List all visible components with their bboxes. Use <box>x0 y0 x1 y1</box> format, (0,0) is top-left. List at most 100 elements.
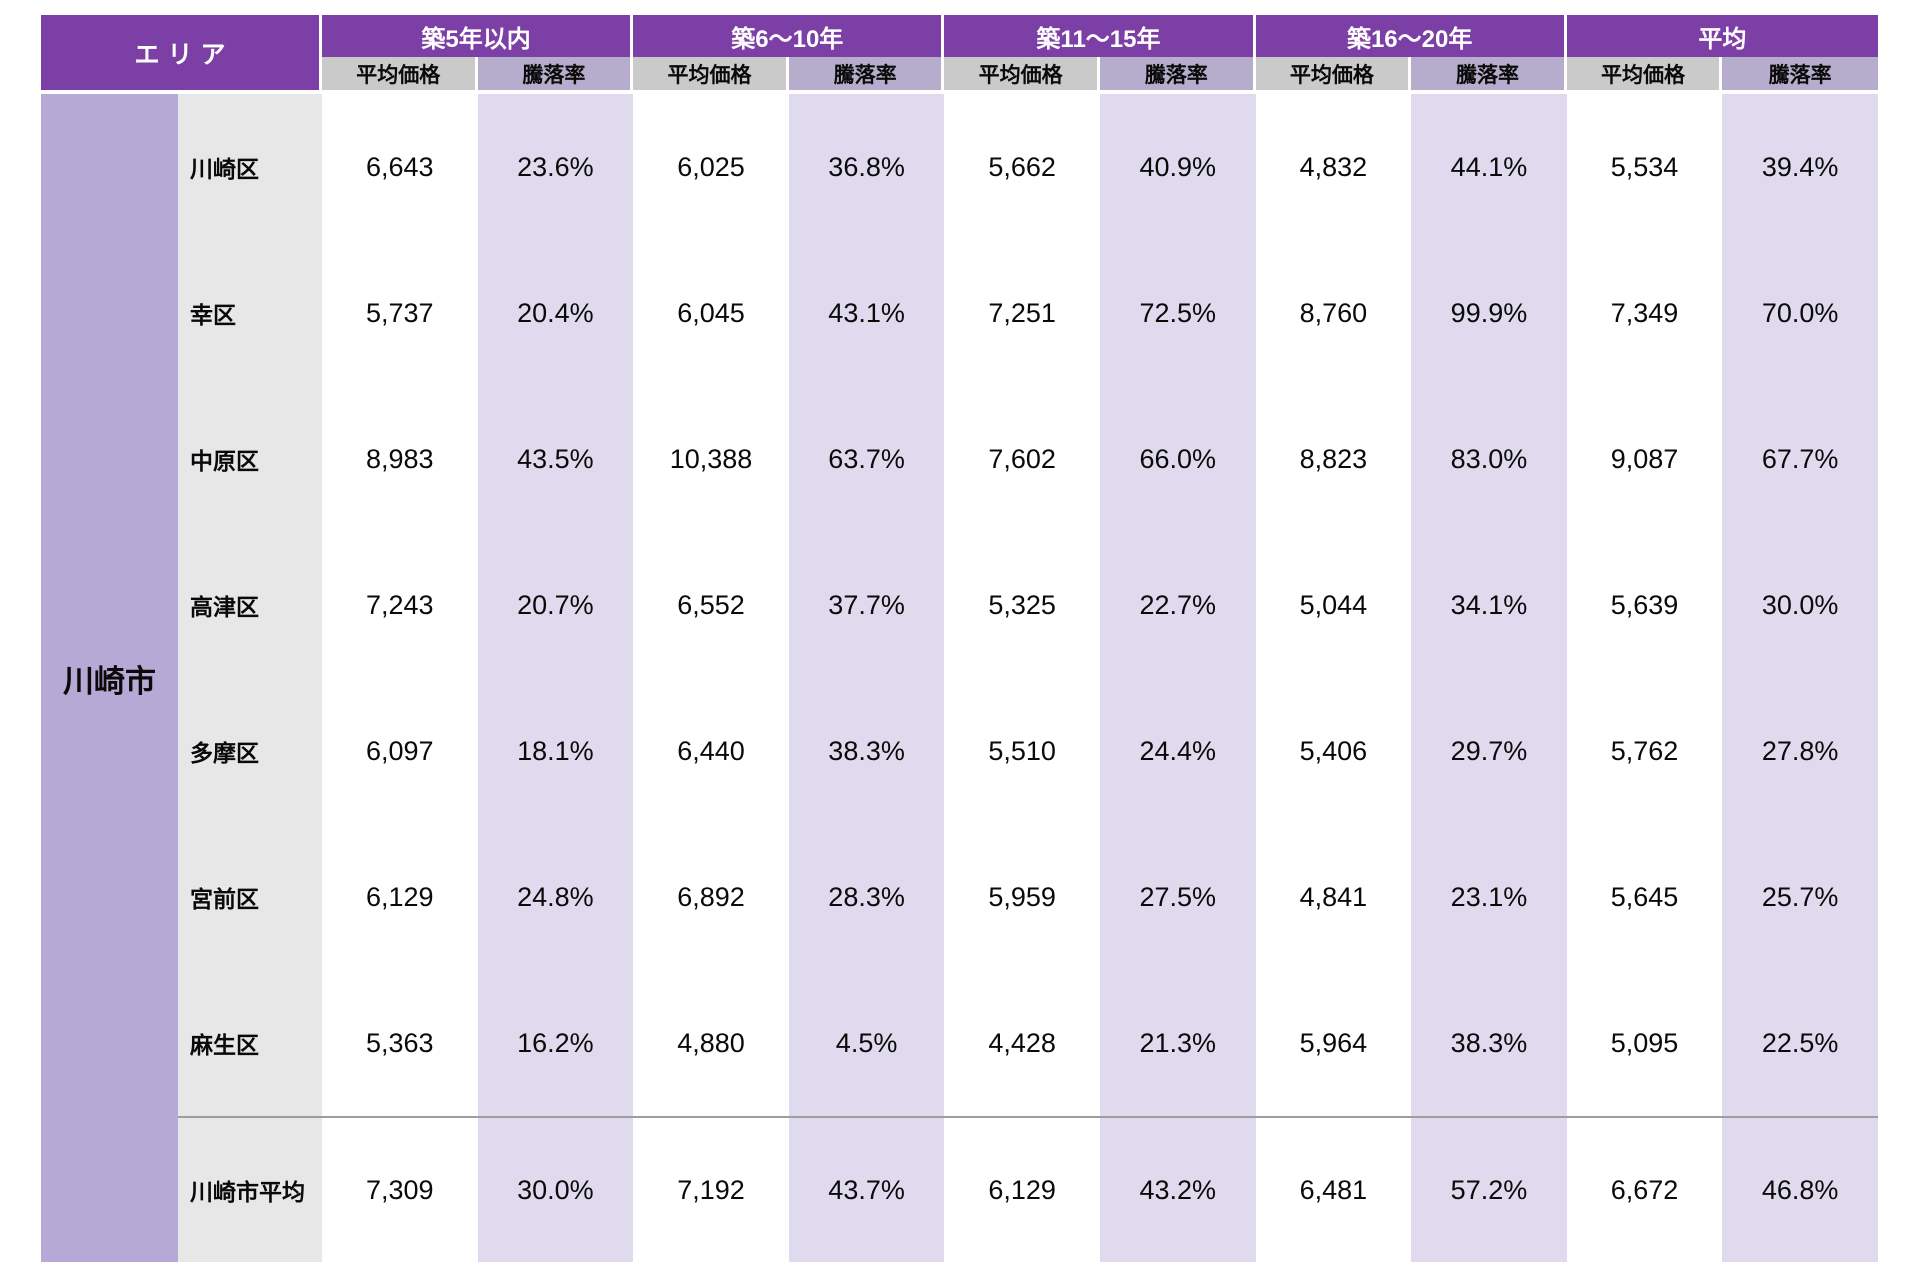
price-cell: 5,737 <box>322 240 478 386</box>
price-cell: 5,510 <box>944 678 1100 824</box>
price-cell: 7,309 <box>322 1116 478 1262</box>
price-cell: 7,192 <box>633 1116 789 1262</box>
rate-cell: 25.7% <box>1722 824 1878 970</box>
subheader-change-rate: 騰落率 <box>1099 57 1256 94</box>
price-cell: 8,823 <box>1255 386 1412 532</box>
rate-cell: 23.6% <box>477 94 634 240</box>
rate-cell: 24.8% <box>477 824 634 970</box>
price-cell: 5,639 <box>1566 532 1723 678</box>
price-cell: 10,388 <box>633 386 789 532</box>
rate-cell: 44.1% <box>1411 94 1567 240</box>
price-cell: 6,129 <box>322 824 478 970</box>
rate-cell: 36.8% <box>788 94 945 240</box>
area-label: 幸区 <box>178 240 322 386</box>
rate-cell: 30.0% <box>1722 532 1878 678</box>
price-cell: 5,325 <box>944 532 1100 678</box>
rate-cell: 43.2% <box>1099 1116 1256 1262</box>
rate-cell: 29.7% <box>1411 678 1567 824</box>
rate-cell: 39.4% <box>1722 94 1878 240</box>
rate-cell: 67.7% <box>1722 386 1878 532</box>
group-header-built-16-20y: 築16〜20年 <box>1255 15 1567 57</box>
price-cell: 6,643 <box>322 94 478 240</box>
rate-cell: 38.3% <box>788 678 945 824</box>
price-cell: 7,602 <box>944 386 1100 532</box>
price-cell: 5,363 <box>322 970 478 1116</box>
rate-cell: 20.7% <box>477 532 634 678</box>
city-label: 川崎市 <box>41 94 178 1262</box>
subheader-average-price: 平均価格 <box>633 57 789 94</box>
rate-cell: 43.7% <box>788 1116 945 1262</box>
price-cell: 6,552 <box>633 532 789 678</box>
subheader-change-rate: 騰落率 <box>788 57 945 94</box>
price-cell: 8,983 <box>322 386 478 532</box>
area-label: 麻生区 <box>178 970 322 1116</box>
price-cell: 6,045 <box>633 240 789 386</box>
price-cell: 6,097 <box>322 678 478 824</box>
rate-cell: 27.5% <box>1099 824 1256 970</box>
rate-cell: 34.1% <box>1411 532 1567 678</box>
price-cell: 6,672 <box>1566 1116 1723 1262</box>
price-cell: 4,428 <box>944 970 1100 1116</box>
price-cell: 5,044 <box>1255 532 1412 678</box>
area-label: 多摩区 <box>178 678 322 824</box>
subheader-change-rate: 騰落率 <box>1411 57 1567 94</box>
rate-cell: 46.8% <box>1722 1116 1878 1262</box>
price-cell: 8,760 <box>1255 240 1412 386</box>
rate-cell: 38.3% <box>1411 970 1567 1116</box>
rate-cell: 43.1% <box>788 240 945 386</box>
subheader-average-price: 平均価格 <box>944 57 1100 94</box>
price-cell: 6,892 <box>633 824 789 970</box>
price-cell: 6,129 <box>944 1116 1100 1262</box>
rate-cell: 22.5% <box>1722 970 1878 1116</box>
rate-cell: 21.3% <box>1099 970 1256 1116</box>
subheader-average-price: 平均価格 <box>322 57 478 94</box>
subheader-change-rate: 騰落率 <box>1722 57 1878 94</box>
price-cell: 7,251 <box>944 240 1100 386</box>
price-cell: 4,832 <box>1255 94 1412 240</box>
price-cell: 5,762 <box>1566 678 1723 824</box>
rate-cell: 66.0% <box>1099 386 1256 532</box>
rate-cell: 16.2% <box>477 970 634 1116</box>
area-label: 中原区 <box>178 386 322 532</box>
price-cell: 7,349 <box>1566 240 1723 386</box>
rate-cell: 72.5% <box>1099 240 1256 386</box>
price-cell: 5,534 <box>1566 94 1723 240</box>
group-header-built-6-10y: 築6〜10年 <box>633 15 945 57</box>
rate-cell: 23.1% <box>1411 824 1567 970</box>
rate-cell: 40.9% <box>1099 94 1256 240</box>
rate-cell: 22.7% <box>1099 532 1256 678</box>
subheader-average-price: 平均価格 <box>1255 57 1412 94</box>
price-cell: 6,025 <box>633 94 789 240</box>
subheader-change-rate: 騰落率 <box>477 57 634 94</box>
rate-cell: 43.5% <box>477 386 634 532</box>
rate-cell: 20.4% <box>477 240 634 386</box>
subheader-average-price: 平均価格 <box>1566 57 1723 94</box>
price-cell: 5,645 <box>1566 824 1723 970</box>
rate-cell: 70.0% <box>1722 240 1878 386</box>
price-cell: 4,880 <box>633 970 789 1116</box>
group-header-built-11-15y: 築11〜15年 <box>944 15 1256 57</box>
area-column-header: エリア <box>41 15 322 94</box>
area-label: 高津区 <box>178 532 322 678</box>
price-cell: 5,964 <box>1255 970 1412 1116</box>
price-cell: 9,087 <box>1566 386 1723 532</box>
area-label: 宮前区 <box>178 824 322 970</box>
rate-cell: 28.3% <box>788 824 945 970</box>
price-cell: 6,481 <box>1255 1116 1412 1262</box>
group-header-average: 平均 <box>1566 15 1878 57</box>
price-table: エリア 築5年以内 築6〜10年 築11〜15年 築16〜20年 平均 平均価格… <box>41 15 1878 1262</box>
summary-row-label: 川崎市平均 <box>178 1116 322 1262</box>
price-cell: 5,095 <box>1566 970 1723 1116</box>
rate-cell: 83.0% <box>1411 386 1567 532</box>
rate-cell: 57.2% <box>1411 1116 1567 1262</box>
price-cell: 7,243 <box>322 532 478 678</box>
rate-cell: 37.7% <box>788 532 945 678</box>
rate-cell: 4.5% <box>788 970 945 1116</box>
rate-cell: 63.7% <box>788 386 945 532</box>
group-header-built-within-5y: 築5年以内 <box>322 15 634 57</box>
area-label: 川崎区 <box>178 94 322 240</box>
price-cell: 5,662 <box>944 94 1100 240</box>
price-cell: 5,406 <box>1255 678 1412 824</box>
price-cell: 4,841 <box>1255 824 1412 970</box>
price-cell: 6,440 <box>633 678 789 824</box>
